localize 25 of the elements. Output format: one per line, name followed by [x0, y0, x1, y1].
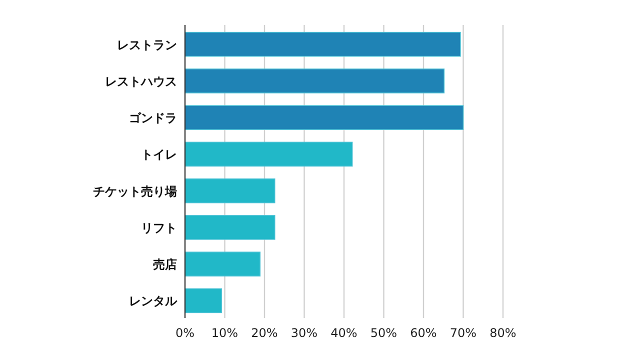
- bar: [184, 215, 276, 240]
- x-tick-label: 40%: [330, 326, 358, 340]
- x-tick-label: 10%: [211, 326, 238, 340]
- x-tick-label: 60%: [410, 326, 437, 340]
- y-tick-label: チケット売り場: [93, 184, 177, 198]
- bar: [184, 252, 261, 276]
- y-tick-label: レンタル: [129, 294, 178, 308]
- bar: [184, 142, 353, 167]
- bar: [184, 68, 445, 94]
- x-tick-label: 30%: [290, 326, 318, 340]
- y-tick-label: リフト: [141, 220, 177, 235]
- y-tick-label: レストハウス: [105, 74, 177, 88]
- y-tick-label: ゴンドラ: [129, 111, 177, 126]
- x-tick-label: 80%: [490, 326, 516, 340]
- y-tick-label: レストラン: [117, 38, 177, 52]
- x-tick-label: 50%: [370, 326, 398, 340]
- bar: [184, 178, 276, 204]
- y-tick-label: トイレ: [141, 148, 177, 162]
- x-tick-label: 0%: [175, 326, 195, 340]
- x-tick-label: 70%: [450, 326, 477, 340]
- bar: [184, 105, 464, 130]
- bar: [184, 32, 461, 57]
- bar: [184, 288, 222, 314]
- y-tick-label: 売店: [153, 258, 177, 272]
- x-tick-label: 20%: [251, 326, 278, 340]
